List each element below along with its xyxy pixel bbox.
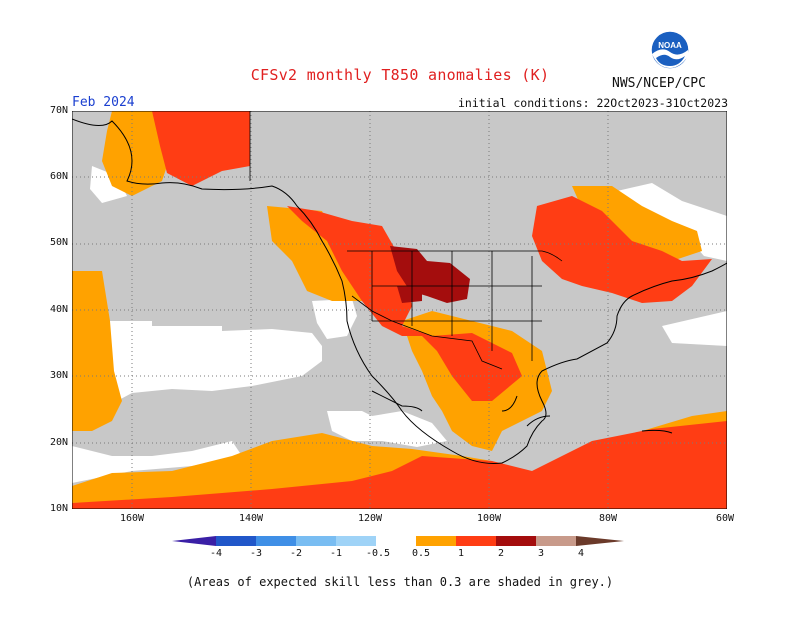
colorbar-segment (216, 536, 256, 546)
lat-label: 50N (49, 237, 68, 248)
colorbar-tick: 0.5 (411, 548, 431, 559)
anomaly-map (72, 111, 727, 509)
footnote: (Areas of expected skill less than 0.3 a… (186, 575, 614, 589)
initial-conditions: initial conditions: 22Oct2023-31Oct2023 (457, 96, 728, 110)
lat-label: 30N (49, 370, 68, 381)
colorbar-tick: 2 (497, 548, 505, 559)
colorbar-tick: 1 (457, 548, 465, 559)
white-regions (72, 166, 727, 483)
logo-text: NOAA (658, 41, 682, 50)
colorbar-arrow-high (576, 536, 624, 546)
colorbar-tick: -3 (249, 548, 263, 559)
forecast-month: Feb 2024 (72, 95, 135, 110)
colorbar-segment (456, 536, 496, 546)
colorbar (172, 536, 624, 546)
lon-label: 100W (476, 513, 502, 524)
lat-label: 60N (49, 171, 68, 182)
lat-label: 20N (49, 437, 68, 448)
colorbar-tick: -1 (329, 548, 343, 559)
colorbar-segment (296, 536, 336, 546)
colorbar-segment (376, 536, 416, 546)
anomaly-red-regions (72, 111, 727, 509)
anomaly-darkred-regions (390, 246, 470, 303)
agency-label: NWS/NCEP/CPC (612, 76, 706, 91)
lat-label: 10N (49, 503, 68, 514)
borders (249, 111, 563, 370)
lon-label: 60W (715, 513, 735, 524)
lon-label: 140W (238, 513, 264, 524)
colorbar-segment (416, 536, 456, 546)
lon-label: 120W (357, 513, 383, 524)
noaa-logo: NOAA (650, 30, 690, 70)
lat-label: 70N (49, 105, 68, 116)
colorbar-tick: -0.5 (365, 548, 391, 559)
lon-label: 160W (119, 513, 145, 524)
colorbar-segment (256, 536, 296, 546)
colorbar-segment (536, 536, 576, 546)
colorbar-tick: -4 (209, 548, 223, 559)
lat-label: 40N (49, 304, 68, 315)
lon-label: 80W (598, 513, 618, 524)
map-title: CFSv2 monthly T850 anomalies (K) (250, 66, 550, 84)
coastlines (72, 118, 727, 464)
colorbar-arrow-low (172, 536, 216, 546)
colorbar-segment (496, 536, 536, 546)
colorbar-tick: 4 (577, 548, 585, 559)
colorbar-tick: 3 (537, 548, 545, 559)
colorbar-segment (336, 536, 376, 546)
colorbar-tick: -2 (289, 548, 303, 559)
